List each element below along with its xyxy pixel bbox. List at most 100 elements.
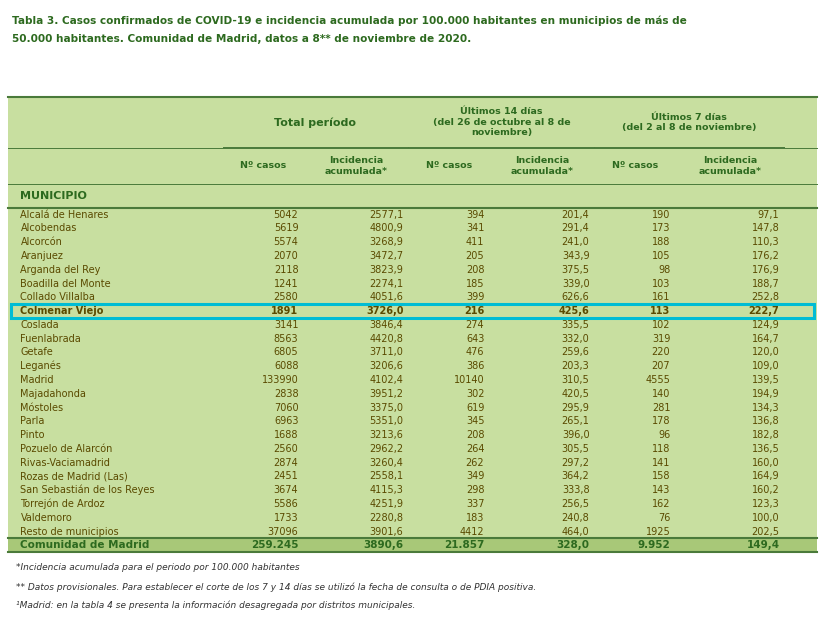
Text: 349: 349 (466, 472, 484, 482)
Text: 1688: 1688 (274, 430, 299, 440)
Text: 2274,1: 2274,1 (370, 278, 403, 288)
Text: 2558,1: 2558,1 (370, 472, 403, 482)
Text: 619: 619 (466, 402, 484, 412)
Text: 2577,1: 2577,1 (370, 210, 403, 220)
Text: 149,4: 149,4 (747, 540, 780, 550)
Text: 222,7: 222,7 (749, 306, 780, 316)
Text: 6088: 6088 (274, 361, 299, 371)
Text: 241,0: 241,0 (562, 237, 589, 247)
Text: 50.000 habitantes. Comunidad de Madrid, datos a 8** de noviembre de 2020.: 50.000 habitantes. Comunidad de Madrid, … (12, 34, 472, 44)
Text: 3213,6: 3213,6 (370, 430, 403, 440)
Text: 1925: 1925 (645, 527, 670, 537)
Text: 3846,4: 3846,4 (370, 320, 403, 330)
Text: 97,1: 97,1 (758, 210, 780, 220)
Text: Móstoles: Móstoles (21, 402, 64, 412)
Text: 4420,8: 4420,8 (370, 334, 403, 344)
Text: 201,4: 201,4 (562, 210, 589, 220)
Text: 2280,8: 2280,8 (370, 513, 403, 523)
Text: 7060: 7060 (274, 402, 299, 412)
Text: 136,5: 136,5 (752, 444, 780, 454)
Text: 5042: 5042 (274, 210, 299, 220)
Text: Alcalá de Henares: Alcalá de Henares (21, 210, 109, 220)
Text: Getafe: Getafe (21, 348, 53, 358)
Text: Nº casos: Nº casos (611, 162, 658, 170)
Text: 425,6: 425,6 (559, 306, 589, 316)
Text: 134,3: 134,3 (752, 402, 780, 412)
Bar (8, 539, 817, 552)
Text: 328,0: 328,0 (556, 540, 589, 550)
Text: San Sebastián de los Reyes: San Sebastián de los Reyes (21, 485, 155, 495)
Text: 162: 162 (652, 499, 670, 509)
Text: 160,0: 160,0 (752, 457, 780, 467)
Text: Madrid: Madrid (21, 375, 54, 385)
Text: 37096: 37096 (267, 527, 299, 537)
Text: 100,0: 100,0 (752, 513, 780, 523)
Text: 337: 337 (466, 499, 484, 509)
Text: 4115,3: 4115,3 (370, 485, 403, 495)
Text: 262: 262 (466, 457, 484, 467)
Text: 194,9: 194,9 (752, 389, 780, 399)
Text: 291,4: 291,4 (562, 223, 589, 233)
Text: 399: 399 (466, 293, 484, 303)
Text: 3206,6: 3206,6 (370, 361, 403, 371)
Text: Boadilla del Monte: Boadilla del Monte (21, 278, 111, 288)
Text: Colmenar Viejo: Colmenar Viejo (21, 306, 104, 316)
Text: 5351,0: 5351,0 (370, 416, 403, 426)
Text: Últimos 14 días
(del 26 de octubre al 8 de
noviembre): Últimos 14 días (del 26 de octubre al 8 … (432, 107, 570, 137)
Text: 4555: 4555 (645, 375, 670, 385)
Text: 188,7: 188,7 (752, 278, 780, 288)
Text: 295,9: 295,9 (562, 402, 589, 412)
Text: 411: 411 (466, 237, 484, 247)
Text: 3726,0: 3726,0 (366, 306, 403, 316)
Text: 2874: 2874 (274, 457, 299, 467)
Text: 9.952: 9.952 (638, 540, 670, 550)
Text: 143: 143 (652, 485, 670, 495)
Text: 3823,9: 3823,9 (370, 265, 403, 275)
Text: 3890,6: 3890,6 (363, 540, 403, 550)
Text: 302: 302 (466, 389, 484, 399)
Text: 124,9: 124,9 (752, 320, 780, 330)
Text: Valdemoro: Valdemoro (21, 513, 73, 523)
Text: 256,5: 256,5 (562, 499, 589, 509)
Text: Tabla 3. Casos confirmados de COVID-19 e incidencia acumulada por 100.000 habita: Tabla 3. Casos confirmados de COVID-19 e… (12, 16, 687, 26)
Text: 183: 183 (466, 513, 484, 523)
Text: 76: 76 (658, 513, 670, 523)
Text: 160,2: 160,2 (752, 485, 780, 495)
Text: 98: 98 (658, 265, 670, 275)
Text: 420,5: 420,5 (562, 389, 589, 399)
Bar (11, 305, 814, 318)
Text: 339,0: 339,0 (562, 278, 589, 288)
Text: 5619: 5619 (274, 223, 299, 233)
Text: 2580: 2580 (274, 293, 299, 303)
Text: Incidencia
acumulada*: Incidencia acumulada* (324, 156, 388, 176)
Text: 4251,9: 4251,9 (370, 499, 403, 509)
Text: 396,0: 396,0 (562, 430, 589, 440)
Text: Coslada: Coslada (21, 320, 59, 330)
Text: Torrejón de Ardoz: Torrejón de Ardoz (21, 499, 105, 509)
Text: 123,3: 123,3 (752, 499, 780, 509)
Text: Comunidad de Madrid: Comunidad de Madrid (21, 540, 150, 550)
Text: 4051,6: 4051,6 (370, 293, 403, 303)
Text: 3951,2: 3951,2 (370, 389, 403, 399)
Text: 120,0: 120,0 (752, 348, 780, 358)
Text: 305,5: 305,5 (562, 444, 589, 454)
Text: 10140: 10140 (454, 375, 484, 385)
Text: 375,5: 375,5 (562, 265, 589, 275)
Text: 188: 188 (652, 237, 670, 247)
Text: 3901,6: 3901,6 (370, 527, 403, 537)
Text: 141: 141 (652, 457, 670, 467)
Text: 2838: 2838 (274, 389, 299, 399)
Text: Pinto: Pinto (21, 430, 45, 440)
Text: 343,9: 343,9 (562, 251, 589, 261)
Text: 4800,9: 4800,9 (370, 223, 403, 233)
Text: ** Datos provisionales. Para establecer el corte de los 7 y 14 días se utilizó l: ** Datos provisionales. Para establecer … (16, 582, 537, 592)
Text: 3674: 3674 (274, 485, 299, 495)
Text: MUNICIPIO: MUNICIPIO (21, 191, 87, 201)
Text: *Incidencia acumulada para el periodo por 100.000 habitantes: *Incidencia acumulada para el periodo po… (16, 563, 300, 572)
Text: 252,8: 252,8 (752, 293, 780, 303)
Text: 182,8: 182,8 (752, 430, 780, 440)
Text: 464,0: 464,0 (562, 527, 589, 537)
Text: 176,9: 176,9 (752, 265, 780, 275)
Text: 1891: 1891 (271, 306, 299, 316)
Text: Rozas de Madrid (Las): Rozas de Madrid (Las) (21, 472, 128, 482)
